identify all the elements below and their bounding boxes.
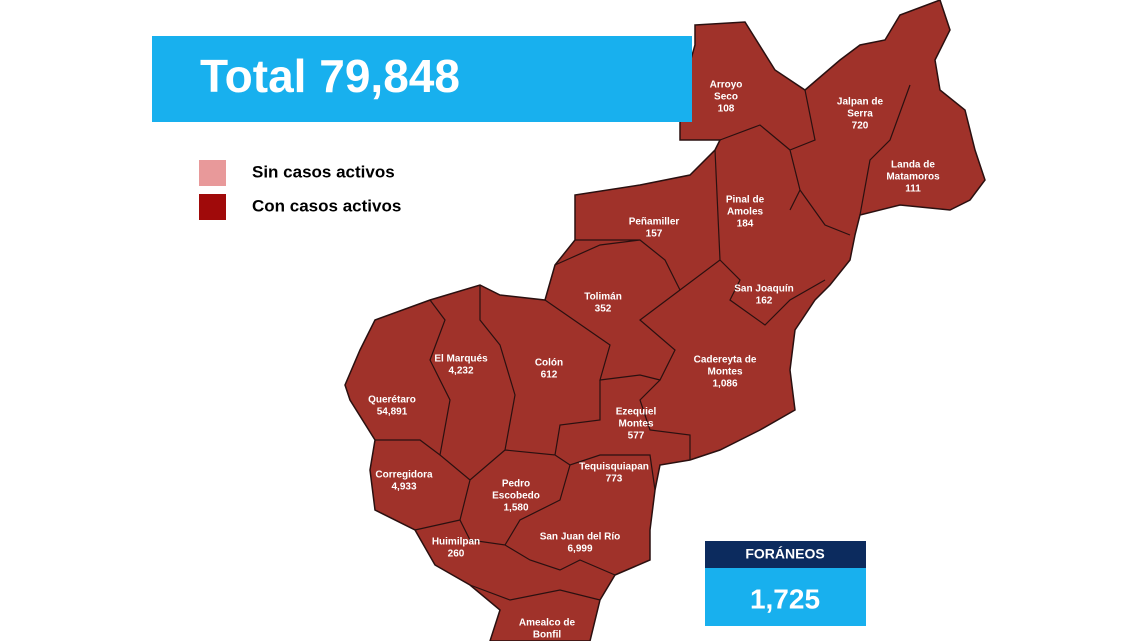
foraneos-box: FORÁNEOS 1,725 <box>705 541 866 626</box>
municipality-name: Montes <box>619 419 654 430</box>
municipality-name: Pinal de <box>726 195 765 206</box>
municipality-name: Ezequiel <box>616 407 657 418</box>
municipality-cases: 157 <box>646 229 663 240</box>
state-outline <box>344 0 986 641</box>
municipality-cases: 577 <box>628 431 645 442</box>
total-banner <box>152 36 692 122</box>
municipality-name: Querétaro <box>368 395 416 406</box>
municipality-cases: 6,999 <box>567 544 592 555</box>
municipality-cases: 4,232 <box>448 366 473 377</box>
municipality-name: Amoles <box>727 207 764 218</box>
municipality-name: Bonfil <box>533 630 562 641</box>
foraneos-title: FORÁNEOS <box>745 546 824 562</box>
legend-label: Con casos activos <box>252 196 401 215</box>
municipality-name: Tolimán <box>584 292 622 303</box>
legend: Sin casos activos Con casos activos <box>199 160 401 220</box>
foraneos-body <box>705 568 866 626</box>
municipality-name: Cadereyta de <box>694 355 757 366</box>
municipality-cases: 108 <box>718 104 735 115</box>
municipality-name: Tequisquiapan <box>579 462 649 473</box>
municipality-cases: 720 <box>852 121 869 132</box>
municipality-name: El Marqués <box>434 354 488 365</box>
municipality-name: Montes <box>708 367 743 378</box>
municipality-name: Landa de <box>891 160 935 171</box>
municipality-cases: 54,891 <box>377 407 408 418</box>
legend-swatch <box>199 194 226 220</box>
foraneos-header <box>705 541 866 568</box>
municipality-name: Peñamiller <box>629 217 680 228</box>
municipality-name: Huimilpan <box>432 537 480 548</box>
municipality-name: Amealco de <box>519 618 576 629</box>
municipality-cases: 4,933 <box>391 482 416 493</box>
municipality-name: Jalpan de <box>837 97 884 108</box>
municipality-name: Seco <box>714 92 738 103</box>
municipality-cases: 184 <box>737 219 754 230</box>
state-map <box>344 0 986 641</box>
municipality-name: Pedro <box>502 479 530 490</box>
municipality-cases: 352 <box>595 304 612 315</box>
municipality-name: Serra <box>847 109 873 120</box>
municipality-cases: 260 <box>448 549 465 560</box>
municipality-cases: 612 <box>541 370 558 381</box>
legend-swatch <box>199 160 226 186</box>
municipality-name: Colón <box>535 358 563 369</box>
municipality-name: San Joaquín <box>734 284 793 295</box>
municipality-name: Matamoros <box>886 172 940 183</box>
municipality-cases: 1,580 <box>503 503 528 514</box>
municipality-cases: 111 <box>905 184 921 195</box>
foraneos-value: 1,725 <box>750 583 820 614</box>
municipality-cases: 773 <box>606 474 623 485</box>
total-title: Total 79,848 <box>200 50 460 102</box>
municipality-cases: 162 <box>756 296 773 307</box>
municipality-name: Corregidora <box>375 470 433 481</box>
municipal-borders <box>375 84 911 601</box>
municipality-name: Escobedo <box>492 491 540 502</box>
municipality-name: Arroyo <box>710 80 743 91</box>
municipality-name: San Juan del Río <box>540 532 621 543</box>
municipality-cases: 1,086 <box>712 379 737 390</box>
legend-label: Sin casos activos <box>252 162 395 181</box>
